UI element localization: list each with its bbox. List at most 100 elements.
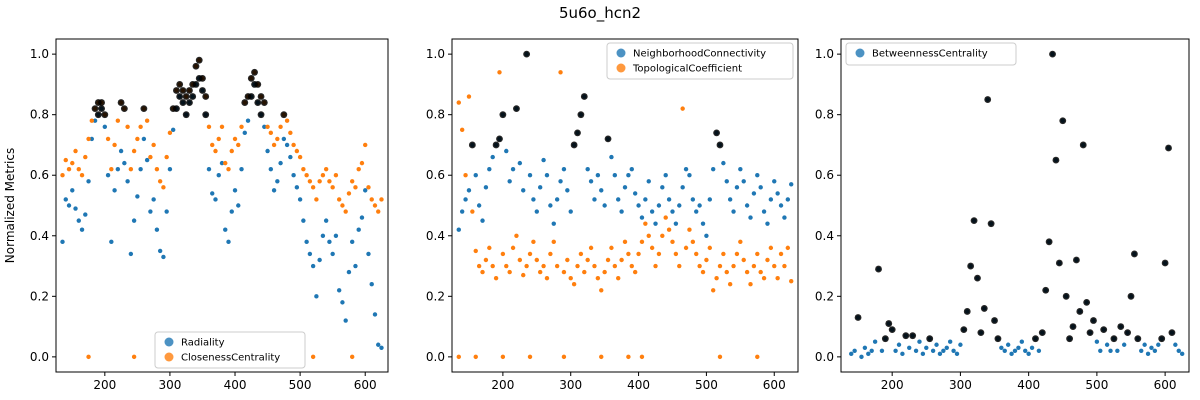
panel-radiality-closeness: 200 300 400 500 600 0.0 0.2 0.4 0.6 0.8 1.0 Normali…: [3, 38, 389, 392]
betweenness-centrality-point: [934, 342, 939, 347]
neighborhood-connectivity-point: [527, 173, 533, 178]
radiality-point: [330, 251, 335, 257]
topological-coefficient-point: [670, 239, 675, 245]
y-tick-label: 0.2: [815, 289, 834, 303]
y-tick-label: 0.0: [815, 350, 834, 364]
highlight-point: [120, 105, 128, 113]
highlight-point: [247, 74, 255, 82]
betweenness-centrality-point: [852, 348, 857, 354]
highlight-point: [241, 99, 249, 106]
closeness-centrality-point: [284, 118, 290, 123]
topological-coefficient-point: [731, 263, 736, 269]
neighborhood-connectivity-point: [683, 166, 689, 172]
closeness-centrality-point: [314, 197, 319, 202]
radiality-point: [242, 130, 247, 136]
highlight-point: [101, 111, 109, 119]
axes-frame: [55, 38, 389, 373]
topological-coefficient-point: [690, 239, 696, 245]
highlight-point: [140, 105, 148, 113]
neighborhood-connectivity-point: [592, 197, 597, 202]
radiality-point: [86, 179, 91, 184]
radiality-point: [66, 203, 72, 208]
highlight-point: [1158, 335, 1166, 343]
y-tick-label: 0.2: [426, 289, 445, 303]
radiality-point: [164, 209, 169, 214]
betweenness-centrality-point: [1108, 348, 1113, 354]
topological-coefficient-point: [551, 239, 556, 245]
topological-coefficient-point: [724, 269, 729, 275]
x-tick-label: 400: [627, 378, 650, 392]
highlight-point: [468, 141, 476, 149]
highlight-point: [199, 74, 206, 82]
radiality-point: [135, 194, 140, 199]
topological-coefficient-point: [727, 282, 733, 287]
radiality-point: [271, 188, 277, 193]
neighborhood-connectivity-point: [748, 215, 753, 220]
x-tick-label: 400: [224, 378, 247, 392]
neighborhood-connectivity-point: [588, 179, 594, 184]
radiality-point: [291, 173, 296, 178]
closeness-centrality-point: [105, 136, 111, 142]
neighborhood-connectivity-point: [741, 179, 746, 184]
highlight-point: [1042, 286, 1050, 294]
neighborhood-connectivity-point: [727, 197, 733, 202]
topological-coefficient-point: [616, 275, 621, 281]
neighborhood-connectivity-point: [636, 203, 641, 208]
topological-coefficient-point: [653, 263, 658, 269]
highlight-point: [967, 262, 975, 270]
highlight-point: [991, 317, 998, 324]
neighborhood-connectivity-point: [459, 209, 465, 214]
betweenness-centrality-point: [917, 339, 922, 344]
radiality-point: [210, 191, 215, 196]
radiality-point: [112, 188, 117, 193]
neighborhood-connectivity-point: [612, 173, 618, 178]
betweenness-centrality-point: [859, 354, 864, 360]
closeness-centrality-point: [167, 130, 173, 136]
radiality-point: [105, 173, 111, 178]
y-tick-label: 0.0: [426, 350, 445, 364]
betweenness-centrality-point: [1029, 345, 1035, 350]
closeness-centrality-point: [301, 166, 306, 172]
radiality-point: [138, 166, 143, 172]
topological-coefficient-point: [524, 263, 529, 269]
neighborhood-connectivity-point: [534, 209, 540, 214]
radiality-point: [314, 294, 319, 299]
neighborhood-connectivity-point: [639, 215, 645, 220]
topological-coefficient-point: [599, 354, 604, 360]
neighborhood-connectivity-point: [466, 188, 472, 193]
x-tick-label: 500: [1085, 378, 1108, 392]
radiality-point: [167, 166, 173, 172]
highlight-point: [257, 93, 265, 100]
closeness-centrality-point: [275, 136, 280, 142]
betweenness-centrality-point: [862, 345, 868, 350]
neighborhood-connectivity-point: [690, 197, 696, 202]
neighborhood-connectivity-point: [646, 179, 651, 184]
x-tick-label: 200: [93, 378, 116, 392]
highlight-point: [977, 329, 985, 337]
radiality-point: [265, 148, 270, 154]
neighborhood-connectivity-point: [619, 209, 624, 214]
neighborhood-connectivity-point: [632, 191, 638, 196]
legend-frame: [154, 331, 306, 369]
radiality-point: [278, 160, 283, 166]
highlight-point: [1038, 329, 1046, 337]
closeness-centrality-point: [73, 148, 78, 154]
topological-coefficient-point: [636, 251, 641, 257]
highlight-point: [1161, 259, 1169, 267]
radiality-point: [363, 188, 368, 193]
betweenness-centrality-point: [893, 348, 898, 354]
radiality-point: [70, 188, 75, 193]
topological-coefficient-point: [609, 245, 614, 251]
neighborhood-connectivity-point: [483, 185, 489, 190]
closeness-centrality-point: [327, 179, 332, 184]
neighborhood-connectivity-point: [666, 197, 672, 202]
neighborhood-connectivity-point: [561, 166, 567, 172]
neighborhood-connectivity-point: [758, 185, 763, 190]
radiality-point: [76, 218, 81, 223]
y-tick-label: 0.4: [815, 229, 834, 243]
closeness-centrality-point: [379, 197, 384, 202]
topological-coefficient-point: [629, 263, 634, 269]
radiality-point: [317, 257, 322, 263]
topological-coefficient-point: [789, 278, 794, 284]
topological-coefficient-point: [765, 257, 770, 263]
